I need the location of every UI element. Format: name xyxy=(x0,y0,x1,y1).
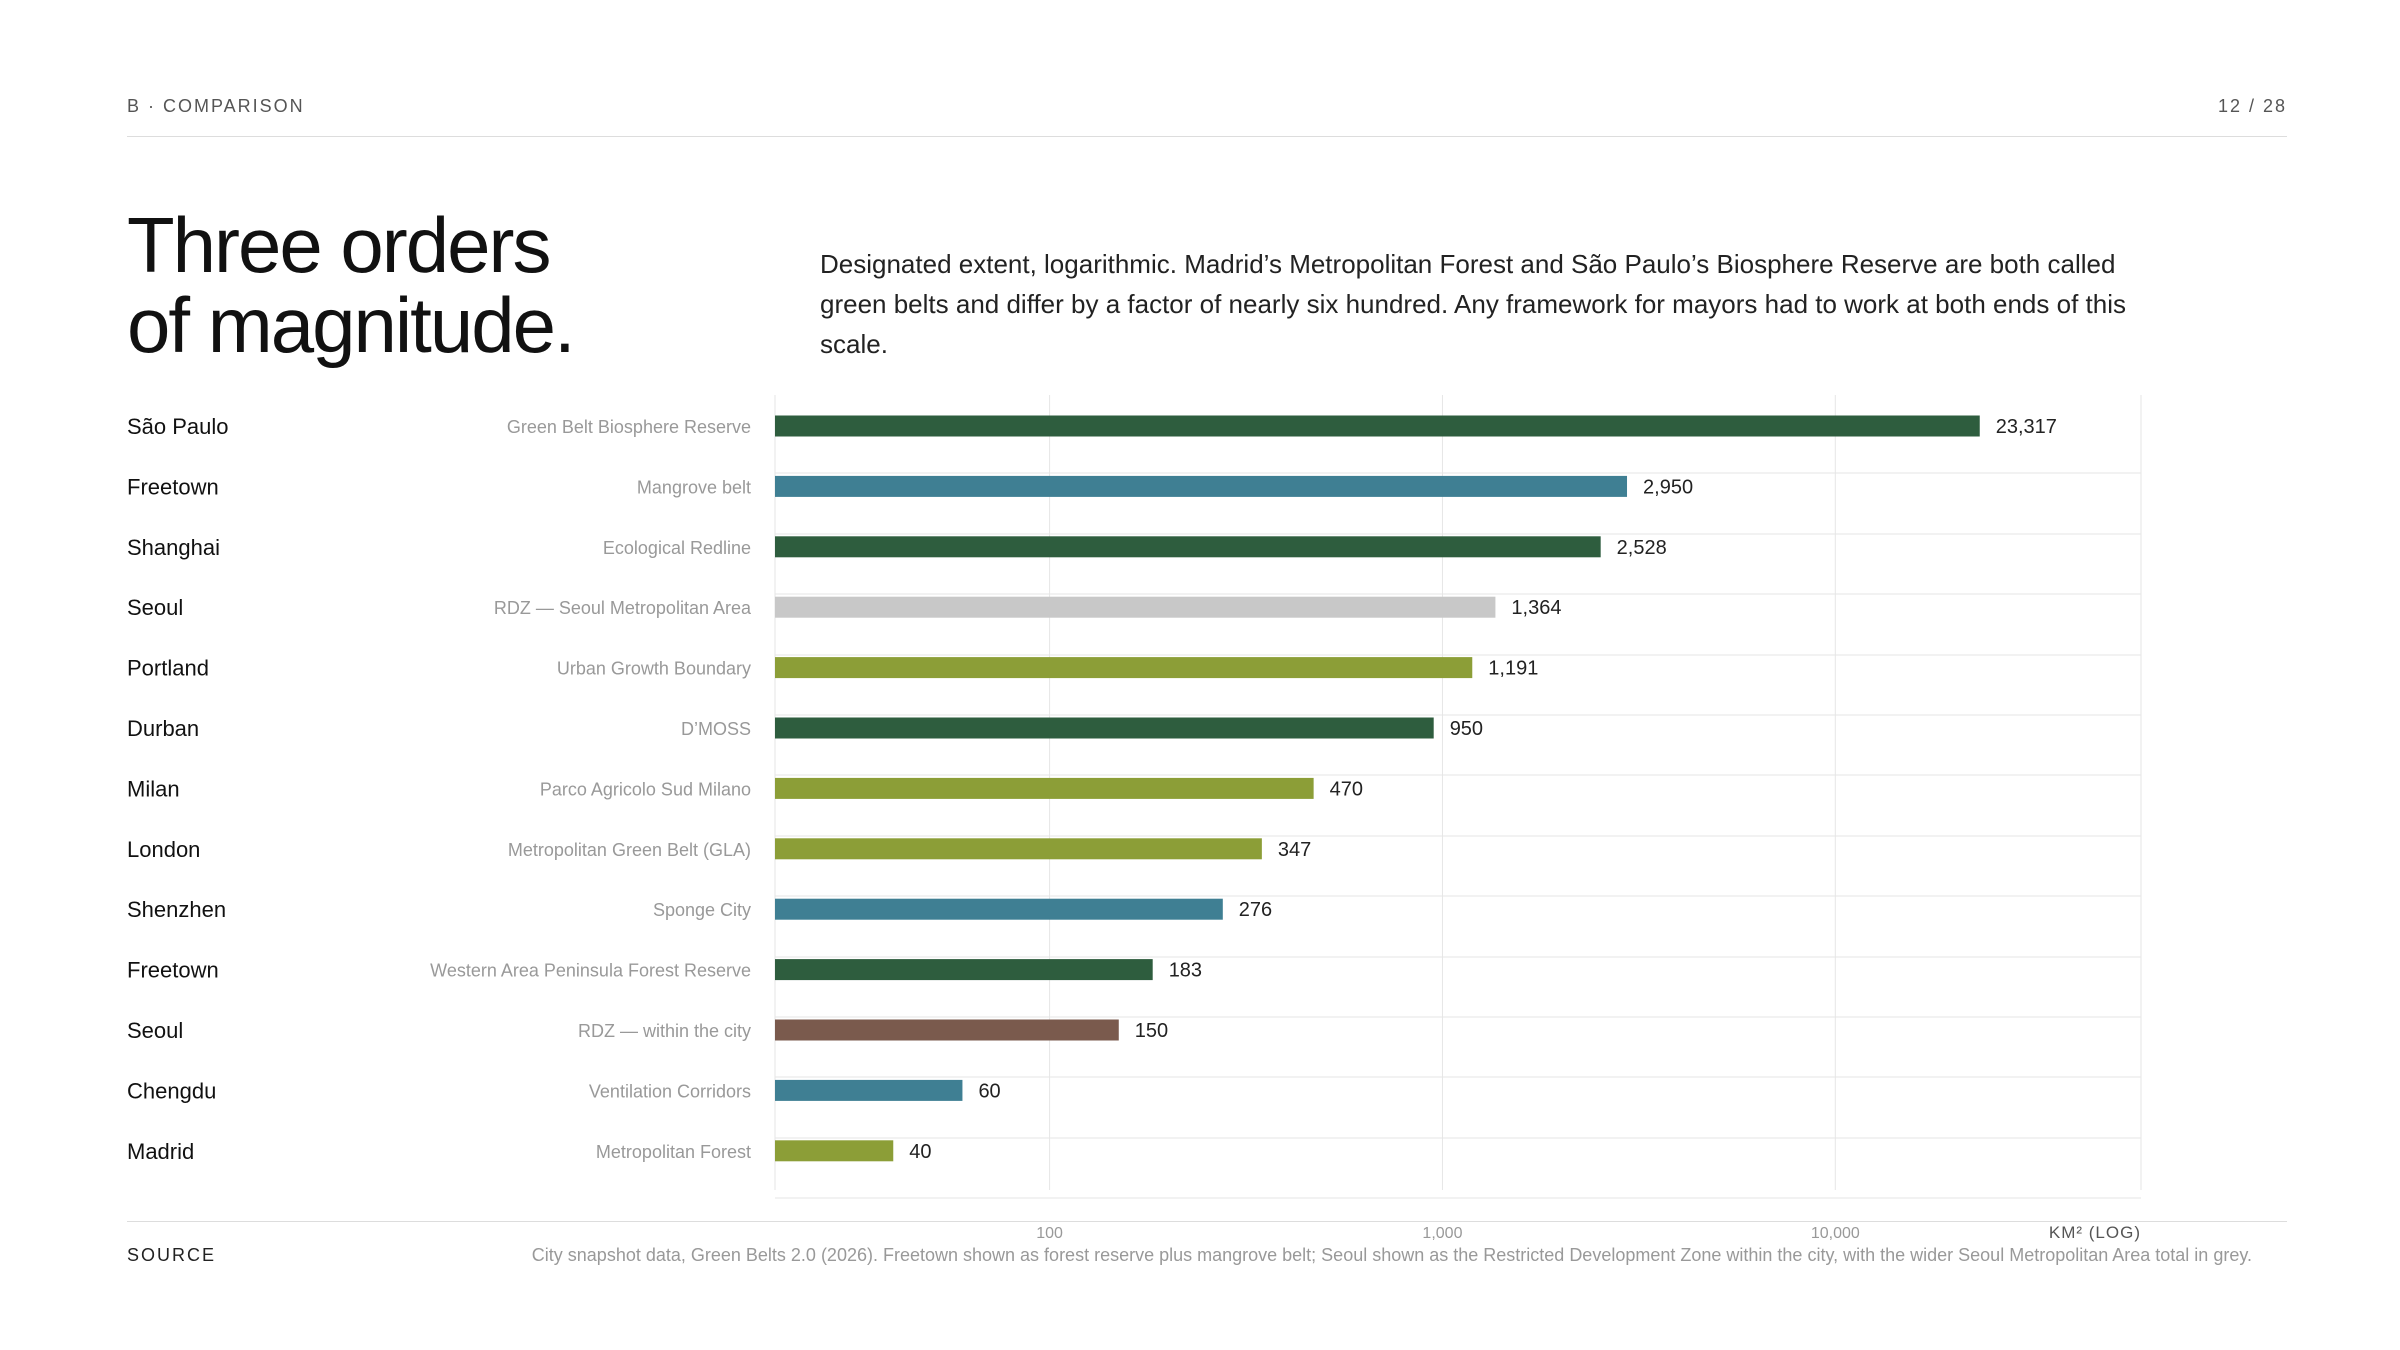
bar xyxy=(775,777,1314,799)
city-label: Freetown xyxy=(127,958,219,983)
value-label: 23,317 xyxy=(1996,416,2057,438)
program-label: Metropolitan Green Belt (GLA) xyxy=(508,840,751,860)
bar xyxy=(775,717,1434,739)
x-tick-label: 10,000 xyxy=(1811,1225,1860,1242)
city-label: Seoul xyxy=(127,1018,183,1043)
program-label: Metropolitan Forest xyxy=(596,1142,751,1162)
value-label: 60 xyxy=(978,1080,1000,1102)
x-tick-label: 100 xyxy=(1036,1225,1063,1242)
program-label: Ventilation Corridors xyxy=(589,1081,751,1101)
city-label: Milan xyxy=(127,776,180,801)
header-divider xyxy=(127,136,2287,137)
city-label: Freetown xyxy=(127,474,219,499)
title-line-2: of magnitude. xyxy=(127,281,576,369)
bar xyxy=(775,838,1262,860)
value-label: 40 xyxy=(909,1141,931,1163)
lede-paragraph: Designated extent, logarithmic. Madrid’s… xyxy=(820,249,2126,359)
bar xyxy=(775,657,1473,679)
program-label: Parco Agricolo Sud Milano xyxy=(540,779,751,799)
page-title: Three orders of magnitude. xyxy=(127,201,576,369)
city-label: Shanghai xyxy=(127,535,220,560)
bar xyxy=(775,1079,963,1101)
value-label: 470 xyxy=(1330,778,1363,800)
value-label: 276 xyxy=(1239,899,1272,921)
program-label: Urban Growth Boundary xyxy=(557,659,751,679)
value-label: 2,950 xyxy=(1643,476,1693,498)
program-label: Sponge City xyxy=(653,900,751,920)
page-number: 12 / 28 xyxy=(2217,96,2287,116)
program-label: RDZ — within the city xyxy=(578,1021,751,1041)
bar xyxy=(775,1019,1119,1041)
value-label: 183 xyxy=(1169,960,1202,982)
title-line-1: Three orders xyxy=(127,201,552,289)
program-label: Ecological Redline xyxy=(603,538,751,558)
city-label: Madrid xyxy=(127,1139,194,1164)
program-label: D’MOSS xyxy=(681,719,751,739)
bar xyxy=(775,415,1980,437)
bar xyxy=(775,475,1628,497)
value-label: 2,528 xyxy=(1617,537,1667,559)
footer-divider xyxy=(127,1221,2287,1222)
city-label: London xyxy=(127,837,200,862)
x-axis-label: KM² (LOG) xyxy=(2049,1223,2141,1242)
city-label: Shenzhen xyxy=(127,897,226,922)
bar xyxy=(775,536,1601,558)
bar xyxy=(775,1140,894,1162)
city-label: Seoul xyxy=(127,595,183,620)
x-tick-label: 1,000 xyxy=(1422,1225,1462,1242)
program-label: RDZ — Seoul Metropolitan Area xyxy=(494,598,752,618)
bar xyxy=(775,959,1153,981)
program-label: Green Belt Biosphere Reserve xyxy=(507,417,751,437)
bar xyxy=(775,596,1496,618)
city-label: Portland xyxy=(127,656,209,681)
value-label: 150 xyxy=(1135,1020,1168,1042)
source-label: SOURCE xyxy=(127,1245,217,1265)
bar xyxy=(775,898,1223,920)
header-bar: B · COMPARISON 12 / 28 xyxy=(127,96,2287,117)
city-label: Durban xyxy=(127,716,199,741)
value-label: 1,364 xyxy=(1511,597,1561,619)
city-label: Chengdu xyxy=(127,1078,216,1103)
city-label: São Paulo xyxy=(127,414,229,439)
program-label: Western Area Peninsula Forest Reserve xyxy=(430,961,751,981)
value-label: 950 xyxy=(1450,718,1483,740)
value-label: 1,191 xyxy=(1488,658,1538,680)
value-label: 347 xyxy=(1278,839,1311,861)
section-label: B · COMPARISON xyxy=(127,96,305,116)
program-label: Mangrove belt xyxy=(637,477,751,497)
source-text: City snapshot data, Green Belts 2.0 (202… xyxy=(531,1245,2252,1265)
